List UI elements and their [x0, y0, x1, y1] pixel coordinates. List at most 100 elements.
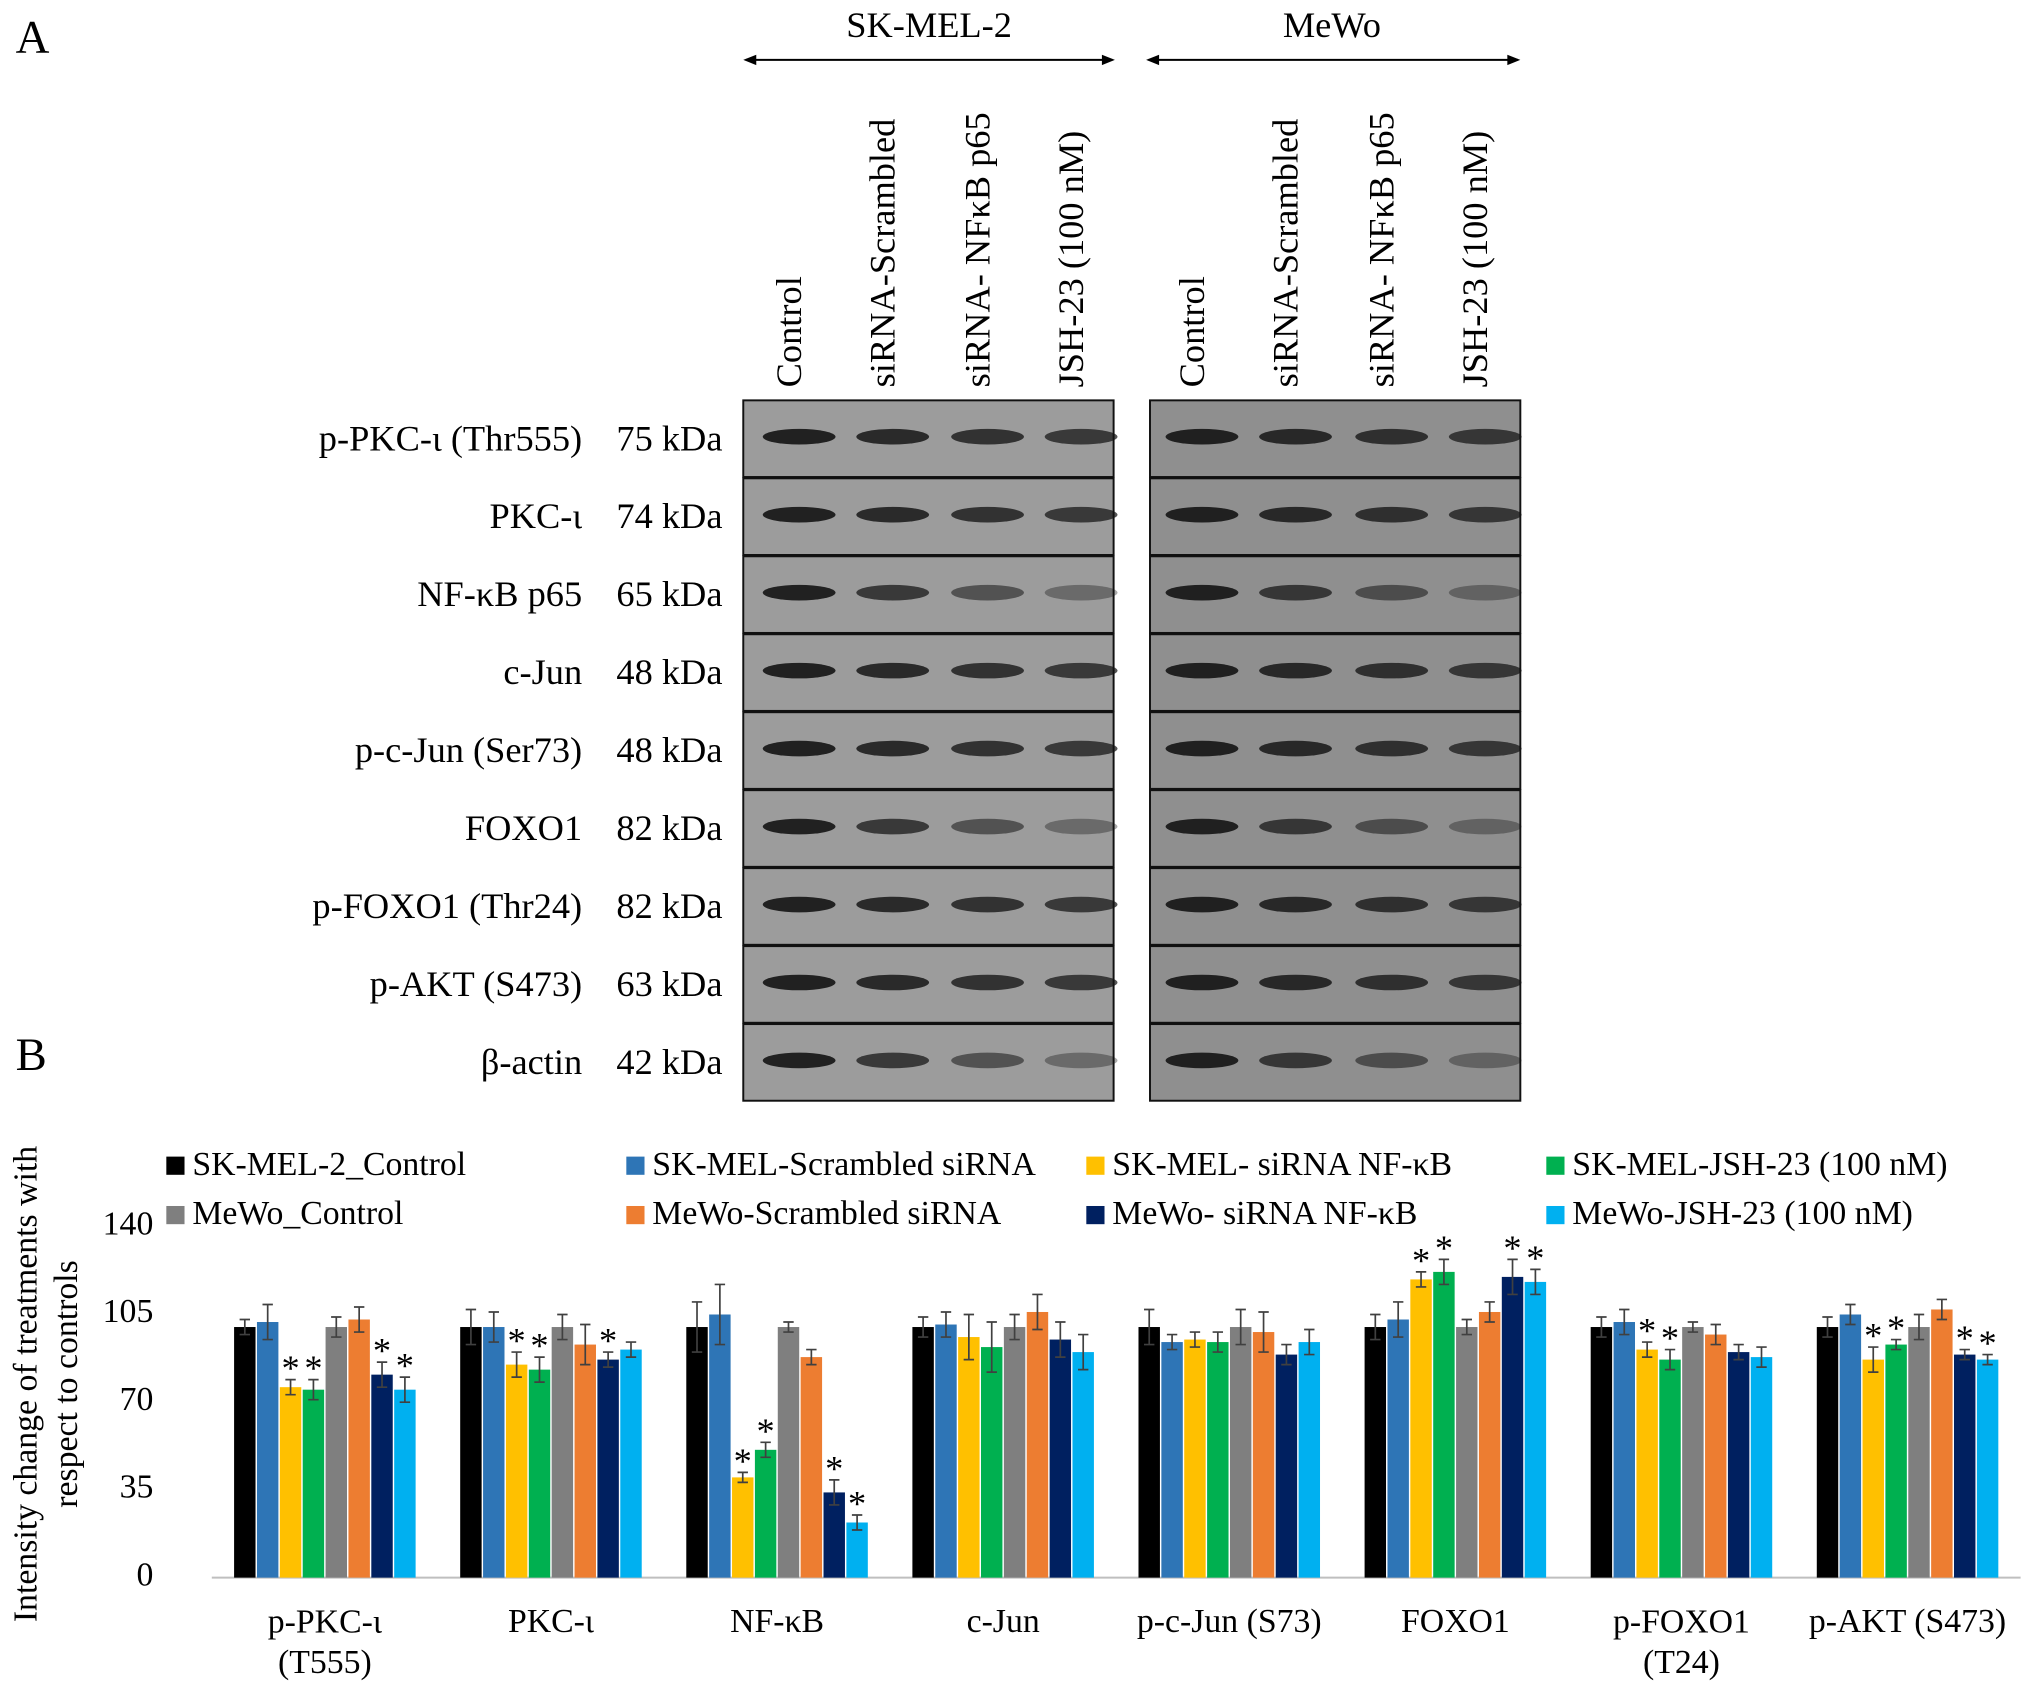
error-bar: [1281, 1343, 1292, 1366]
band: [1165, 974, 1239, 991]
error-bar: [488, 1311, 499, 1343]
bar: [1456, 1327, 1478, 1578]
bar: [1682, 1327, 1704, 1578]
bar: [1885, 1344, 1907, 1578]
legend-swatch: [1086, 1205, 1105, 1225]
bar: [777, 1327, 800, 1578]
legend-label: MeWo_Control: [192, 1195, 403, 1232]
protein-size: 75 kDa: [616, 418, 722, 458]
protein-name: p-c-Jun (Ser73): [355, 730, 582, 770]
band: [1355, 584, 1429, 601]
bar: [1524, 1281, 1547, 1578]
bar: [1364, 1327, 1387, 1578]
band: [1044, 974, 1118, 991]
bar: [1931, 1309, 1953, 1578]
significance-marker: *: [599, 1321, 617, 1361]
legend-swatch: [166, 1156, 185, 1175]
error-bar: [1032, 1293, 1043, 1331]
bar: [1862, 1359, 1884, 1578]
error-bar: [1166, 1333, 1178, 1351]
significance-marker: *: [1503, 1228, 1521, 1268]
x-tick-label: p-FOXO1 (T24): [1613, 1603, 1750, 1681]
error-bar: [1959, 1348, 1970, 1361]
band: [762, 506, 836, 523]
panel-label: A: [16, 11, 50, 63]
band: [856, 584, 930, 601]
protein-name: p-AKT (S473): [370, 964, 583, 1004]
band: [1448, 740, 1522, 757]
significance-marker: *: [1435, 1228, 1453, 1268]
error-bar: [1392, 1301, 1404, 1338]
bar: [1161, 1342, 1183, 1578]
band: [1044, 662, 1118, 679]
error-bar: [1756, 1346, 1767, 1368]
error-bar: [1913, 1313, 1925, 1341]
lane-label: siRNA-Scrambled: [863, 119, 903, 388]
panel-label: B: [16, 1029, 47, 1081]
lane-label: JSH-23 (100 nM): [1455, 131, 1495, 388]
bar: [348, 1319, 370, 1578]
protein-size: 48 kDa: [616, 730, 722, 770]
legend-label: SK-MEL-2_Control: [192, 1146, 466, 1183]
bar: [234, 1327, 256, 1578]
bar: [1207, 1342, 1229, 1578]
significance-marker: *: [1864, 1316, 1882, 1356]
bar: [1501, 1276, 1524, 1578]
legend-swatch: [626, 1205, 645, 1225]
error-bar: [1235, 1308, 1246, 1346]
protein-name: p-FOXO1 (Thr24): [312, 886, 582, 926]
error-bar: [1438, 1258, 1450, 1286]
band: [1165, 740, 1239, 757]
band: [1044, 584, 1118, 601]
error-bar: [353, 1306, 365, 1333]
bar: [1387, 1319, 1409, 1578]
legend-label: SK-MEL- siRNA NF-κB: [1112, 1146, 1452, 1183]
header-arrows: [743, 54, 1521, 66]
error-bar: [691, 1301, 703, 1353]
error-bar: [1461, 1318, 1472, 1336]
error-bar: [829, 1479, 840, 1506]
band: [856, 740, 930, 757]
error-bar: [1507, 1258, 1518, 1296]
band: [951, 974, 1024, 991]
error-bar: [986, 1321, 997, 1373]
error-bar: [1936, 1298, 1948, 1321]
band: [951, 740, 1024, 757]
lane-label: JSH-23 (100 nM): [1051, 131, 1091, 388]
protein-name: PKC-ι: [489, 496, 582, 536]
significance-marker: *: [825, 1448, 843, 1488]
error-bar: [602, 1351, 614, 1368]
band: [1355, 974, 1429, 991]
error-bar: [1822, 1316, 1833, 1338]
y-tick-label: 140: [103, 1206, 154, 1243]
legend-swatch: [166, 1205, 185, 1225]
bar: [620, 1349, 642, 1578]
band: [1165, 584, 1239, 601]
error-bar: [262, 1303, 273, 1341]
bar: [325, 1327, 348, 1578]
bar: [1138, 1327, 1160, 1578]
bar: [1816, 1327, 1839, 1578]
band: [1044, 818, 1118, 835]
error-bar: [1596, 1316, 1607, 1338]
protein-size: 74 kDa: [616, 496, 722, 536]
bar: [1976, 1359, 1999, 1578]
band: [1044, 428, 1118, 445]
bar: [1750, 1357, 1773, 1578]
significance-marker: *: [1526, 1238, 1544, 1278]
x-tick-label: p-AKT (S473): [1809, 1603, 2006, 1640]
y-tick-label: 0: [136, 1556, 153, 1593]
bar: [958, 1337, 980, 1578]
bar: [1049, 1339, 1072, 1578]
band: [1259, 896, 1332, 913]
bar: [1908, 1327, 1930, 1578]
significance-marker: *: [508, 1321, 526, 1361]
significance-marker: *: [373, 1331, 391, 1371]
band: [951, 818, 1024, 835]
band: [1259, 662, 1332, 679]
y-tick-label: 35: [120, 1469, 154, 1506]
y-tick-label: 70: [120, 1381, 154, 1418]
error-bar: [1189, 1331, 1201, 1348]
significance-marker: *: [848, 1484, 866, 1524]
